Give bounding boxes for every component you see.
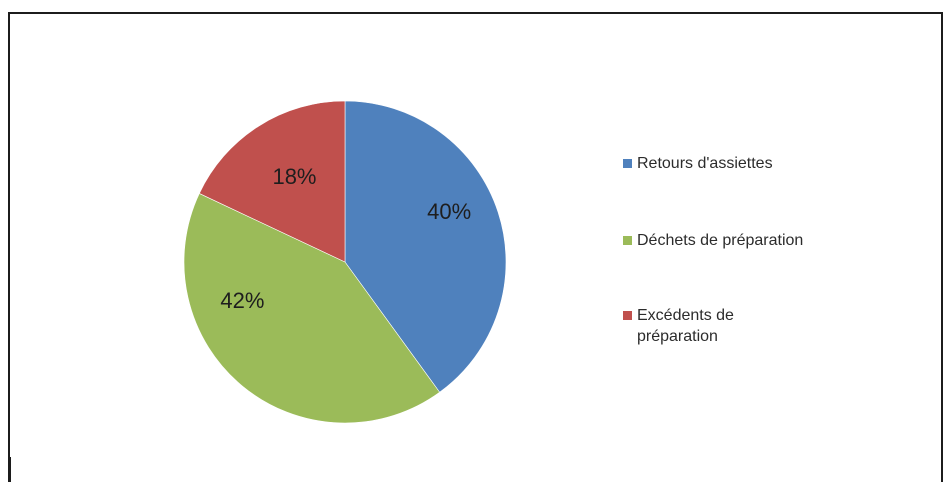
legend-label-excedents: Excédents de préparation: [637, 307, 734, 345]
legend-swatch-excedents: [623, 311, 632, 320]
pie-data-label-1: 42%: [220, 288, 264, 313]
legend-item-excedents: Excédents de préparation: [623, 305, 772, 347]
legend-swatch-dechets: [623, 236, 632, 245]
legend-label-retours: Retours d'assiettes: [637, 155, 773, 172]
pie-slice-2: [198, 100, 346, 263]
pie-slice-0: [344, 100, 507, 393]
legend-label-dechets: Déchets de préparation: [637, 232, 804, 249]
pie-data-label-0: 40%: [427, 199, 471, 224]
pie-data-label-2: 18%: [272, 164, 316, 189]
pie-slices: [183, 100, 507, 424]
frame-edge-marker: [10, 457, 11, 482]
legend-item-retours: Retours d'assiettes: [623, 153, 787, 174]
pie-slice-1: [183, 193, 441, 424]
legend-item-dechets: Déchets de préparation: [623, 230, 877, 251]
pie-data-labels: 40% 42% 18%: [220, 164, 471, 313]
legend-swatch-retours: [623, 159, 632, 168]
